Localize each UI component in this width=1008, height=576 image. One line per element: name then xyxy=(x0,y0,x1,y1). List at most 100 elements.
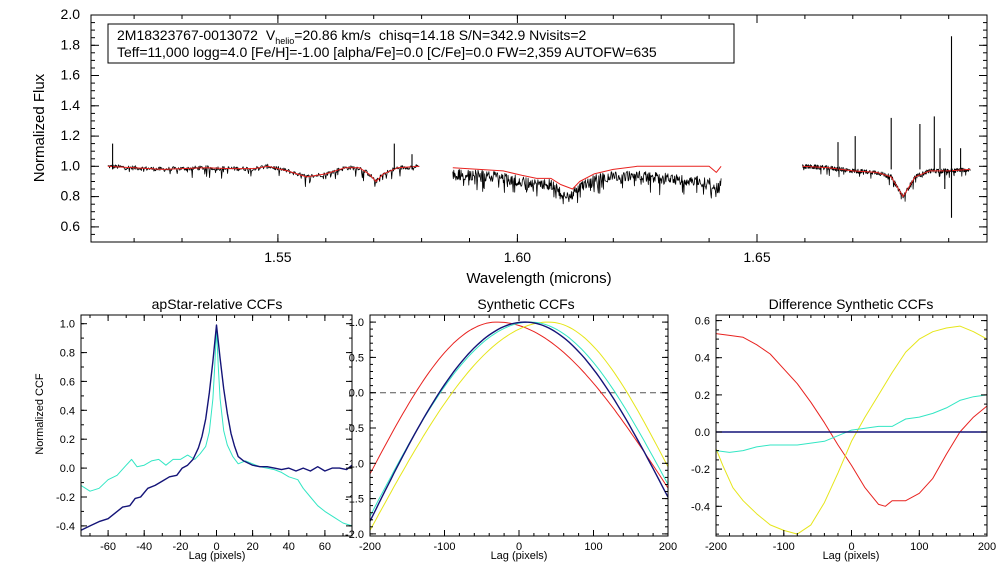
difference-ccf-frame xyxy=(715,314,988,537)
apstar-ccf-axis-ticks xyxy=(81,315,352,536)
apstar-ccf-y-axis-title: Normalized CCF xyxy=(34,373,46,455)
y-tick-label: 0.0 xyxy=(349,388,364,400)
observed-spectrum-line xyxy=(452,169,722,205)
y-tick-label: 1.2 xyxy=(61,127,81,143)
difference-ccf-cyan xyxy=(715,394,988,453)
spectrum-panel: 1.55 1.60 1.65 0.6 0.8 1.0 1.2 1.4 1.6 1… xyxy=(31,6,988,287)
ccf-series-cyan xyxy=(80,327,353,527)
x-tick-label: 0 xyxy=(516,541,522,553)
y-tick-label: 0.4 xyxy=(60,405,75,417)
synthetic-ccf-data-layer xyxy=(369,321,669,531)
ccf-series-navy xyxy=(80,324,353,531)
y-tick-label: 0.6 xyxy=(60,376,75,388)
y-tick-label: 0.2 xyxy=(695,390,710,402)
x-tick-label: 60 xyxy=(319,541,331,553)
annotation-frame xyxy=(107,23,735,64)
synthetic-ccf-x-tick-labels: -200 -100 0 100 200 xyxy=(359,541,677,553)
x-tick-label: 20 xyxy=(246,541,258,553)
x-tick-label: -200 xyxy=(359,541,381,553)
y-tick-label: -2.0 xyxy=(345,529,364,541)
difference-ccf-axis-ticks xyxy=(715,315,988,536)
y-tick-label: 1.0 xyxy=(349,317,364,329)
y-tick-label: 2.0 xyxy=(61,6,81,22)
model-spectrum-line xyxy=(452,165,722,190)
y-tick-label: -1.0 xyxy=(345,458,364,470)
spectrum-x-tick-labels: 1.55 1.60 1.65 xyxy=(264,249,771,265)
model-spectrum-line xyxy=(802,165,971,198)
vhelio-subscript: helio xyxy=(275,36,294,46)
y-tick-label: 0.4 xyxy=(695,353,710,365)
vhelio-label: V xyxy=(266,27,276,43)
x-tick-label: -200 xyxy=(705,541,727,553)
spectrum-y-axis-title: Normalized Flux xyxy=(31,73,48,182)
star-id: 2M18323767-0013072 xyxy=(117,27,258,43)
y-tick-label: 1.4 xyxy=(61,97,81,113)
synthetic-ccf-frame xyxy=(369,314,669,537)
spectrum-x-axis-title: Wavelength (microns) xyxy=(466,270,611,287)
spectrum-annotation-box: 2M18323767-0013072 Vhelio=20.86 km/s chisq… xyxy=(107,23,735,64)
x-tick-label: 200 xyxy=(659,541,677,553)
y-tick-label: -0.2 xyxy=(56,492,75,504)
y-tick-label: 0.0 xyxy=(60,463,75,475)
spectrum-axis-ticks xyxy=(91,14,987,242)
x-tick-label: 40 xyxy=(283,541,295,553)
x-tick-label: 100 xyxy=(910,541,928,553)
y-tick-label: 0.8 xyxy=(60,348,75,360)
difference-ccf-y-tick-labels: -0.4 -0.2 0.0 0.2 0.4 0.6 xyxy=(691,316,710,514)
synthetic-ccf-x-axis-title: Lag (pixels) xyxy=(491,550,548,562)
y-tick-label: -0.5 xyxy=(345,423,364,435)
y-tick-label: 0.6 xyxy=(61,218,81,234)
synthetic-ccf-y-tick-labels: -2.0 -1.5 -1.0 -0.5 0.0 0.5 1.0 xyxy=(345,317,364,541)
y-tick-label: 1.8 xyxy=(61,36,81,52)
x-tick-label: -20 xyxy=(172,541,188,553)
synthetic-ccf-cyan xyxy=(369,321,669,517)
difference-ccf-panel: Difference Synthetic CCFs -200 -100 0 10… xyxy=(691,296,996,562)
synthetic-ccf-axis-ticks xyxy=(369,314,669,536)
y-tick-label: 0.6 xyxy=(695,316,710,328)
x-tick-label: 1.65 xyxy=(743,249,770,265)
x-tick-label: 200 xyxy=(978,541,996,553)
difference-ccf-data-layer xyxy=(715,325,988,535)
synthetic-ccf-navy xyxy=(369,321,669,522)
y-tick-label: -0.4 xyxy=(56,521,75,533)
x-tick-label: -60 xyxy=(100,541,116,553)
y-tick-label: 0.2 xyxy=(60,434,75,446)
difference-ccf-x-tick-labels: -200 -100 0 100 200 xyxy=(705,541,996,553)
apstar-ccf-data-layer xyxy=(80,324,353,531)
y-tick-label: 1.0 xyxy=(61,157,81,173)
y-tick-label: 0.8 xyxy=(61,188,81,204)
annotation-line-1: 2M18323767-0013072 Vhelio=20.86 km/s chisq… xyxy=(117,27,587,46)
synthetic-ccf-panel: Synthetic CCFs -200 -100 0 100 200 -2.0 … xyxy=(345,296,677,562)
apstar-ccf-x-tick-labels: -60 -40 -20 0 20 40 60 xyxy=(100,541,331,553)
y-tick-label: 1.6 xyxy=(61,67,81,83)
synthetic-ccf-red xyxy=(369,321,669,489)
x-tick-label: -100 xyxy=(773,541,795,553)
apstar-ccf-y-tick-labels: -0.4 -0.2 0.0 0.2 0.4 0.6 0.8 1.0 xyxy=(56,319,75,533)
x-tick-label: -100 xyxy=(433,541,455,553)
y-tick-label: 0.0 xyxy=(695,427,710,439)
apstar-ccf-panel: apStar-relative CCFs -60 -40 -20 0 20 40… xyxy=(34,296,353,562)
y-tick-label: -1.5 xyxy=(345,494,364,506)
synthetic-ccf-yellow xyxy=(369,321,669,531)
difference-ccf-title: Difference Synthetic CCFs xyxy=(769,296,934,312)
spectrum-y-tick-labels: 0.6 0.8 1.0 1.2 1.4 1.6 1.8 2.0 xyxy=(61,6,81,234)
synthetic-ccf-title: Synthetic CCFs xyxy=(477,296,574,312)
x-tick-label: 100 xyxy=(584,541,602,553)
model-spectrum-line xyxy=(107,165,420,182)
x-tick-label: 1.60 xyxy=(504,249,531,265)
difference-ccf-x-axis-title: Lag (pixels) xyxy=(823,550,880,562)
difference-ccf-red xyxy=(715,333,988,507)
apstar-ccf-x-axis-title: Lag (pixels) xyxy=(189,550,246,562)
apstar-ccf-frame xyxy=(80,314,353,537)
annotation-line-2: Teff=11,000 logg=4.0 [Fe/H]=-1.00 [alpha… xyxy=(117,44,657,60)
y-tick-label: -0.4 xyxy=(691,501,710,513)
fit-statistics: chisq=14.18 S/N=342.9 Nvisits=2 xyxy=(379,27,587,43)
spectrum-data-layer xyxy=(107,36,971,218)
x-tick-label: 0 xyxy=(848,541,854,553)
difference-ccf-yellow xyxy=(715,325,988,535)
y-tick-label: -0.2 xyxy=(691,464,710,476)
y-tick-label: 1.0 xyxy=(60,319,75,331)
apstar-ccf-title: apStar-relative CCFs xyxy=(152,296,283,312)
vhelio-value: =20.86 km/s xyxy=(294,27,371,43)
